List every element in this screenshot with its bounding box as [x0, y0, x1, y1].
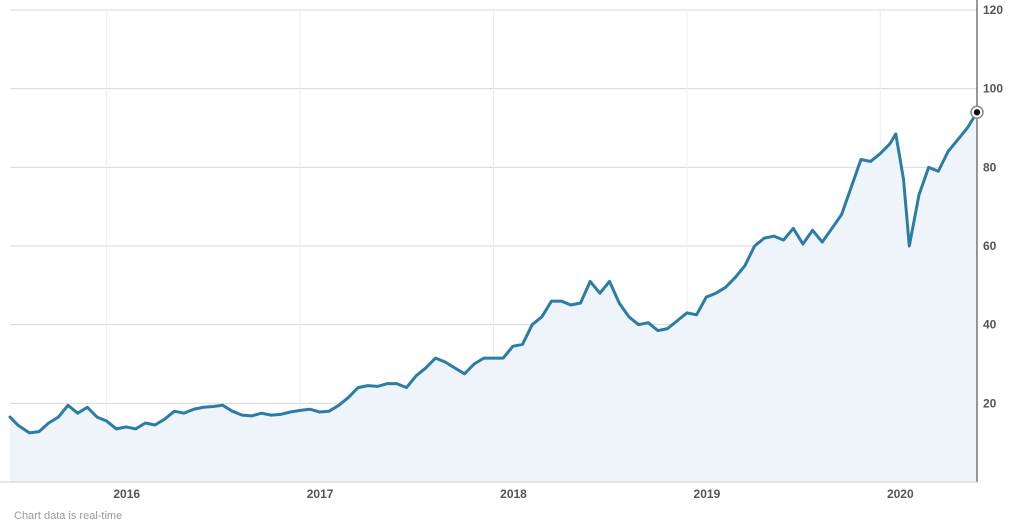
- x-tick-label: 2017: [307, 487, 334, 501]
- x-tick-label: 2019: [694, 487, 721, 501]
- series-line: [8, 110, 979, 435]
- y-tick-label: 120: [983, 3, 1003, 17]
- y-tick-labels: 20 40 60 80 100 120: [983, 3, 1003, 410]
- chart-footnote: Chart data is real-time: [14, 510, 122, 522]
- y-tick-label: 80: [983, 160, 997, 174]
- last-value-marker-group: [970, 105, 984, 120]
- x-tick-label: 2018: [500, 487, 527, 501]
- x-tick-label: 2016: [113, 487, 140, 501]
- area-fill: [10, 112, 977, 483]
- y-tick-label: 100: [983, 82, 1003, 96]
- x-tick-label: 2020: [887, 487, 914, 501]
- y-tick-label: 20: [983, 396, 997, 410]
- y-tick-label: 40: [983, 318, 997, 332]
- y-tick-label: 60: [983, 239, 997, 253]
- last-value-marker: [973, 109, 981, 116]
- x-tick-labels: 2016 2017 2018 2019 2020: [113, 487, 914, 501]
